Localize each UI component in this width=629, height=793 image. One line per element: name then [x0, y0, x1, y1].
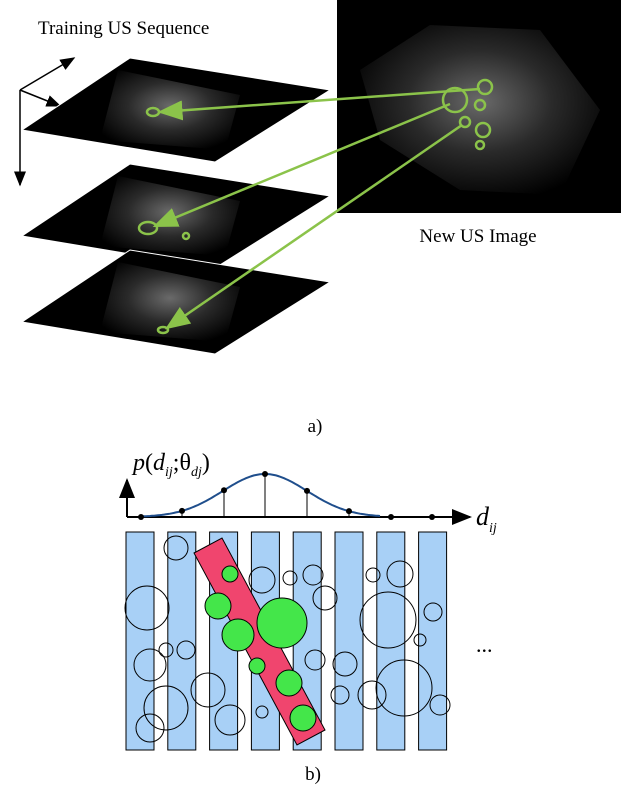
curve	[140, 474, 380, 517]
axis-label-base: d	[476, 502, 490, 531]
formula-part: )	[202, 450, 210, 476]
matched-circle	[249, 658, 265, 674]
formula: p(dij;θdj)	[131, 450, 210, 480]
sample-dot	[138, 514, 144, 520]
matched-circle	[222, 566, 238, 582]
bins	[125, 532, 450, 750]
sample-dot	[388, 514, 394, 520]
bin	[126, 532, 154, 750]
sample-dot	[179, 508, 185, 514]
axis-label: dij	[476, 502, 497, 536]
bin	[335, 532, 363, 750]
formula-part: ;	[173, 450, 180, 476]
sample-dot	[221, 487, 227, 493]
sample-dot	[429, 514, 435, 520]
sample-dot	[262, 471, 268, 477]
matched-circle	[276, 670, 302, 696]
axis-label-sub: ij	[489, 521, 497, 536]
formula-part: dj	[191, 465, 202, 480]
formula-part: p	[131, 450, 145, 476]
caption-b: b)	[305, 764, 321, 785]
matched-circle	[222, 619, 254, 651]
sample-dot	[346, 508, 352, 514]
matched-circle	[205, 593, 231, 619]
matched-circle	[290, 705, 316, 731]
formula-part: θ	[179, 450, 191, 476]
new-image-label: New US Image	[419, 226, 536, 247]
figure: Training US Sequence New US Image a) p(d…	[0, 0, 629, 793]
bin	[168, 532, 196, 750]
gaussian	[138, 471, 435, 520]
ellipsis: ...	[476, 632, 493, 657]
formula-part: (	[145, 450, 153, 476]
training-label: Training US Sequence	[38, 18, 209, 39]
matched-circle	[257, 598, 307, 648]
formula-part: ij	[165, 465, 173, 480]
caption-a: a)	[308, 416, 323, 437]
bin	[419, 532, 447, 750]
sample-dot	[304, 488, 310, 494]
